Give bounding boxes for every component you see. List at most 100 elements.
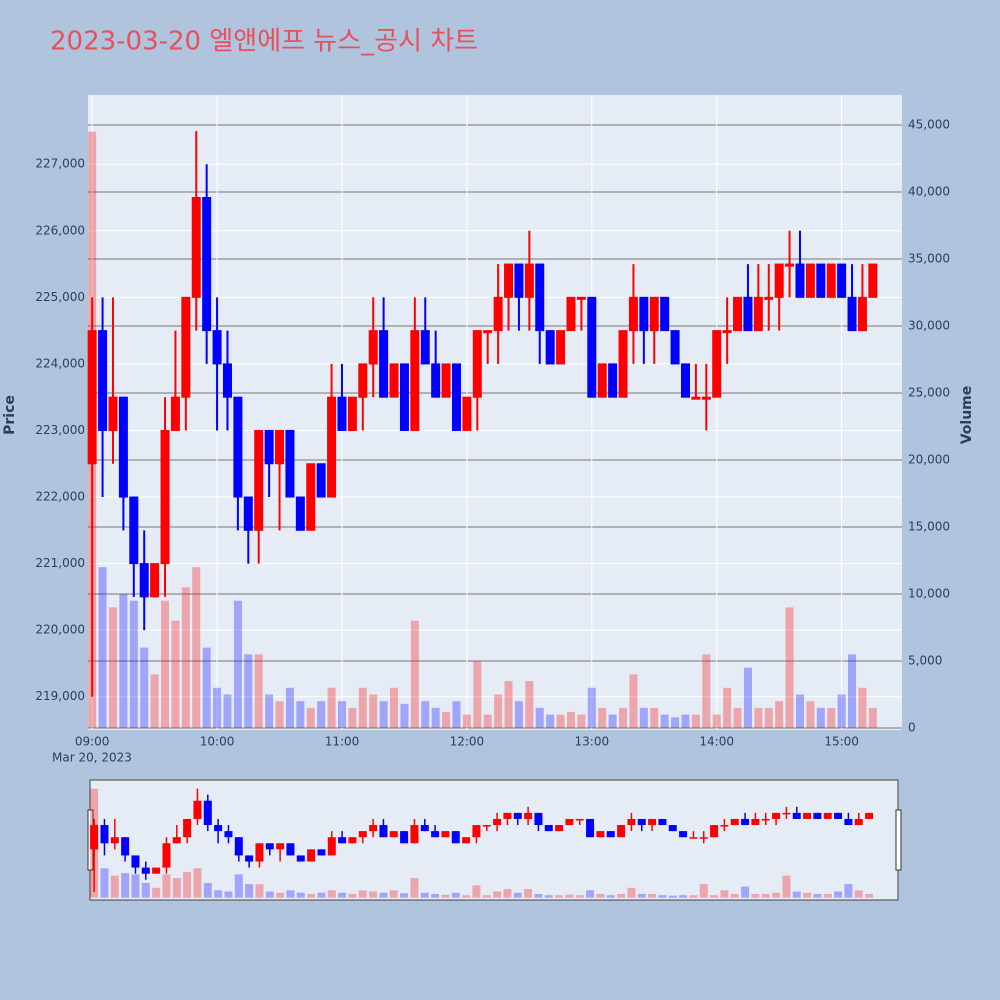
x-tick-label: 11:00 [325, 735, 360, 749]
volume-bar [317, 701, 326, 728]
candle-body [306, 463, 316, 531]
mini-volume-bar [493, 891, 502, 898]
candle-body [410, 330, 420, 431]
candle-body [451, 363, 461, 431]
mini-candle-body [307, 849, 316, 862]
mini-volume-bar [772, 892, 781, 898]
volume-bar [265, 694, 274, 728]
mini-candle-body [761, 818, 770, 821]
candle-body [670, 330, 680, 365]
volume-bar [848, 654, 857, 728]
mini-volume-bar [627, 887, 636, 898]
y-tick-label: 223,000 [35, 423, 85, 437]
mini-volume-bar [224, 891, 233, 898]
x-tick-label: 13:00 [575, 735, 610, 749]
mini-volume-bar [617, 893, 626, 898]
candle-body [847, 296, 857, 332]
volume-bar [785, 607, 794, 728]
candle-body [462, 396, 472, 431]
mini-volume-bar [203, 882, 212, 898]
volume-bar [421, 701, 430, 728]
mini-candle-body [854, 818, 863, 826]
candle-body [295, 496, 305, 531]
candle-body [98, 330, 108, 431]
volume-bar [546, 714, 555, 728]
volume-bar [514, 701, 523, 728]
volume-bar [98, 567, 107, 728]
mini-candle-body [503, 812, 512, 819]
volume-bar [327, 687, 336, 728]
volume-bar [629, 674, 638, 728]
mini-volume-bar [658, 895, 667, 898]
volume-bar [348, 707, 357, 728]
mini-candle-body [152, 867, 161, 874]
x-tick-label: 09:00 [75, 735, 110, 749]
mini-candle-body [441, 831, 450, 838]
candle-body [264, 429, 274, 465]
mini-volume-bar [462, 895, 471, 898]
candle-body [472, 330, 482, 398]
volume-bar [827, 707, 836, 728]
x-tick-label: 12:00 [450, 735, 485, 749]
candle-body [87, 330, 97, 465]
mini-volume-bar [823, 893, 832, 898]
mini-volume-bar [307, 893, 316, 898]
mini-volume-bar [255, 884, 264, 898]
mini-volume-bar [710, 895, 719, 898]
candle-body [222, 363, 232, 398]
mini-candle-body [834, 812, 843, 819]
volume-bar [619, 707, 628, 728]
candle-body [150, 563, 160, 598]
mini-volume-bar [245, 884, 254, 898]
mini-candle-body [772, 812, 781, 819]
mini-volume-bar [183, 871, 192, 898]
volume-bar [525, 681, 534, 728]
candle-body [576, 296, 586, 300]
volume-bar [369, 694, 378, 728]
volume-bar [858, 687, 867, 728]
x-tick-label: 15:00 [824, 735, 859, 749]
volume-bar [494, 694, 503, 728]
mini-candle-body [131, 855, 140, 868]
mini-candle-body [121, 837, 130, 856]
candle-body [743, 296, 753, 332]
candle-body [691, 396, 701, 400]
mini-candle-body [627, 818, 636, 826]
mini-volume-bar [472, 885, 481, 898]
mini-candle-body [214, 825, 223, 832]
y-tick-label: 224,000 [35, 356, 85, 370]
range-slider[interactable] [89, 779, 899, 901]
candle-body [712, 330, 722, 398]
mini-volume-bar [761, 893, 770, 898]
volume-bar [119, 593, 128, 728]
mini-candle-body [844, 818, 853, 826]
volume-bar [275, 701, 284, 728]
volume-bar [171, 620, 180, 728]
mini-candle-body [379, 825, 388, 838]
mini-volume-bar [110, 875, 119, 898]
mini-candle-body [648, 818, 657, 826]
mini-volume-bar [637, 893, 646, 898]
mini-volume-bar [689, 895, 698, 898]
mini-candle-body [369, 825, 378, 832]
mini-candle-body [162, 843, 171, 868]
candle-body [243, 496, 253, 531]
candle-body [483, 330, 493, 334]
volume-bar [587, 687, 596, 728]
volume-bar [868, 707, 877, 728]
y2-tick-label: 40,000 [908, 185, 950, 199]
volume-bar [723, 687, 732, 728]
volume-bar [764, 707, 773, 728]
mini-candle-body [183, 818, 192, 838]
volume-bar [733, 707, 742, 728]
mini-candle-body [689, 837, 698, 839]
candle-body [816, 263, 826, 298]
candle-body [202, 197, 212, 332]
range-handle-right[interactable] [895, 809, 902, 871]
candle-body [785, 263, 795, 267]
candle-body [597, 363, 607, 398]
mini-candle-body [720, 825, 729, 827]
volume-bar [452, 701, 461, 728]
candle-body [556, 330, 566, 365]
candle-body [587, 296, 597, 398]
